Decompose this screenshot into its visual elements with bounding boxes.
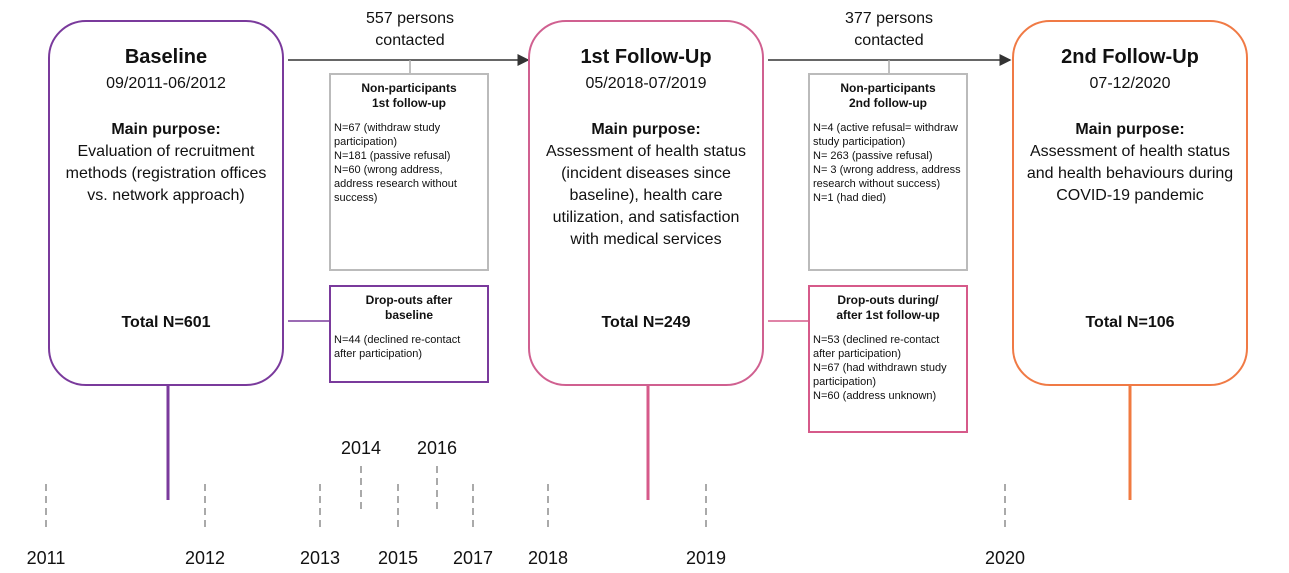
contact-label: 377 persons contacted: [809, 8, 969, 52]
stage-dates: 09/2011-06/2012: [106, 75, 226, 92]
box-title-line: baseline: [384, 308, 434, 322]
stage-dates: 07-12/2020: [1089, 75, 1171, 92]
nonparticipant-box: Non-participants 2nd follow-up N=4 (active…: [808, 73, 968, 271]
stage-box: 1st Follow-Up 05/2018-07/2019 Main purpose…: [528, 20, 764, 386]
contact-line: contacted: [375, 32, 445, 49]
year-label: 2014: [340, 438, 382, 458]
year-label: 2020: [984, 548, 1026, 568]
box-title: Drop-outs during/after 1st follow-up: [813, 293, 963, 323]
stage-box: 2nd Follow-Up 07-12/2020 Main purpose: Asse…: [1012, 20, 1248, 386]
box-title-line: Non-participants: [361, 81, 457, 95]
box-item: N=67 (had withdrawn study participation): [813, 362, 947, 388]
purpose-text: Assessment of health status (incident di…: [545, 143, 747, 248]
stage-box: Baseline 09/2011-06/2012 Main purpose: Eval…: [48, 20, 284, 386]
dropout-box: Drop-outs during/after 1st follow-up N=53…: [808, 285, 968, 433]
stage-title: 2nd Follow-Up: [1061, 46, 1199, 68]
box-item: N=1 (had died): [813, 192, 887, 204]
year-label: 2019: [685, 548, 727, 568]
year-label: 2018: [527, 548, 569, 568]
box-item: N= 263 (passive refusal): [813, 150, 933, 162]
stage-dates: 05/2018-07/2019: [585, 75, 707, 92]
box-item: N=60 (address unknown): [813, 390, 937, 402]
contact-line: 377 persons: [844, 10, 934, 27]
year-label: 2012: [184, 548, 226, 568]
stage-total: Total N=106: [1085, 314, 1175, 331]
stage-total: Total N=249: [601, 314, 691, 331]
year-label: 2015: [377, 548, 419, 568]
purpose-label: Main purpose:: [111, 121, 221, 138]
box-title-line: Drop-outs after: [365, 293, 453, 307]
purpose-label: Main purpose:: [1075, 121, 1185, 138]
purpose-text: Assessment of health status and health b…: [1026, 143, 1234, 204]
box-item: N=53 (declined re-contact after particip…: [813, 334, 940, 360]
purpose-label: Main purpose:: [591, 121, 701, 138]
contact-label: 557 persons contacted: [330, 8, 490, 52]
box-title-line: 2nd follow-up: [849, 96, 927, 110]
year-label: 2016: [416, 438, 458, 458]
nonparticipant-box: Non-participants 1st follow-up N=67 (withd…: [329, 73, 489, 271]
box-title-line: Drop-outs during/: [837, 293, 939, 307]
box-item: N= 3 (wrong address, address research wi…: [813, 164, 961, 190]
year-label: 2011: [26, 548, 66, 568]
box-item: N=44 (declined re-contact after particip…: [334, 334, 461, 360]
box-item: N=4 (active refusal= withdraw study part…: [813, 122, 958, 148]
box-title-line: after 1st follow-up: [836, 308, 940, 322]
stage-total: Total N=601: [121, 314, 211, 331]
box-title-line: 1st follow-up: [372, 96, 446, 110]
contact-line: 557 persons: [365, 10, 455, 27]
box-title: Non-participants 2nd follow-up: [813, 81, 963, 111]
year-label: 2017: [452, 548, 494, 568]
box-title: Drop-outs after baseline: [334, 293, 484, 323]
box-title: Non-participants 1st follow-up: [334, 81, 484, 111]
box-title-line: Non-participants: [840, 81, 936, 95]
box-item: N=181 (passive refusal): [334, 150, 451, 162]
dropout-box: Drop-outs after baseline N=44 (declined re…: [329, 285, 489, 383]
box-item: N=67 (withdraw study participation): [334, 122, 441, 148]
purpose-text: Evaluation of recruitment methods (regis…: [65, 143, 267, 204]
stage-title: 1st Follow-Up: [580, 46, 712, 68]
year-label: 2013: [299, 548, 341, 568]
box-item: N=60 (wrong address, address research wi…: [334, 164, 457, 204]
stage-title: Baseline: [124, 46, 208, 68]
contact-line: contacted: [854, 32, 924, 49]
